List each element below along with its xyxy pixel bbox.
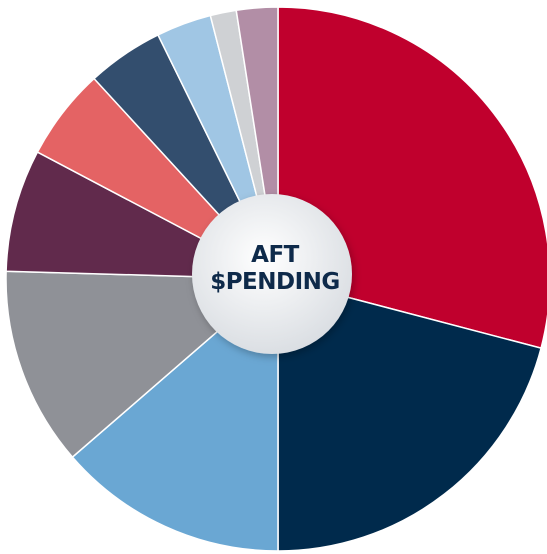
pie-slice-3 [71,277,279,552]
pie-slice-2 [277,278,542,552]
donut-center [192,194,352,354]
